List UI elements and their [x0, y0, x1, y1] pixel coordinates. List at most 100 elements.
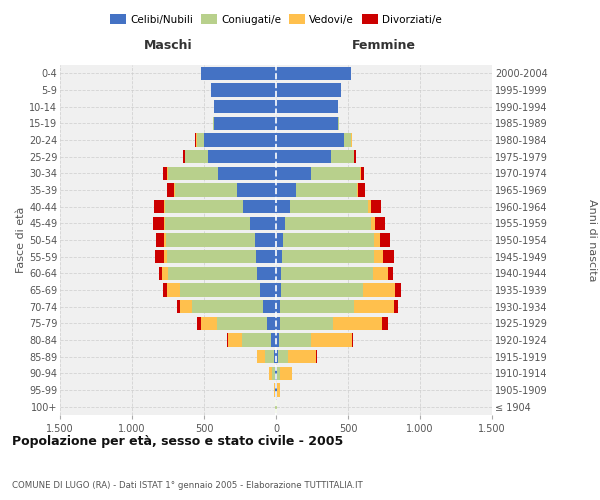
Bar — [274, 384, 275, 396]
Bar — [163, 284, 167, 296]
Bar — [175, 184, 237, 196]
Bar — [167, 184, 175, 196]
Bar — [331, 150, 354, 164]
Bar — [311, 334, 352, 346]
Bar — [269, 366, 272, 380]
Bar — [276, 234, 283, 246]
Bar — [164, 234, 166, 246]
Bar — [388, 266, 392, 280]
Bar — [163, 166, 167, 180]
Bar — [280, 366, 292, 380]
Bar — [276, 384, 277, 396]
Bar — [158, 266, 162, 280]
Bar — [167, 250, 256, 264]
Bar — [276, 284, 281, 296]
Text: Femmine: Femmine — [352, 38, 416, 52]
Bar — [276, 316, 280, 330]
Bar — [257, 350, 265, 364]
Bar — [197, 134, 204, 146]
Bar — [276, 184, 296, 196]
Bar — [276, 84, 341, 96]
Bar — [374, 234, 380, 246]
Bar — [164, 250, 167, 264]
Bar — [333, 316, 382, 330]
Bar — [277, 384, 280, 396]
Bar — [368, 200, 371, 213]
Bar — [214, 100, 276, 114]
Bar — [183, 150, 185, 164]
Bar — [268, 316, 276, 330]
Bar — [228, 334, 242, 346]
Bar — [179, 284, 260, 296]
Bar — [280, 316, 333, 330]
Bar — [280, 300, 354, 314]
Bar — [371, 216, 376, 230]
Bar — [257, 266, 276, 280]
Bar — [358, 184, 365, 196]
Bar — [380, 234, 390, 246]
Bar — [201, 316, 217, 330]
Bar — [356, 184, 358, 196]
Text: Maschi: Maschi — [143, 38, 193, 52]
Text: COMUNE DI LUGO (RA) - Dati ISTAT 1° gennaio 2005 - Elaborazione TUTTITALIA.IT: COMUNE DI LUGO (RA) - Dati ISTAT 1° genn… — [12, 481, 363, 490]
Bar — [290, 200, 368, 213]
Bar — [351, 134, 352, 146]
Bar — [154, 200, 164, 213]
Bar — [281, 266, 373, 280]
Bar — [376, 216, 385, 230]
Bar — [162, 266, 168, 280]
Bar — [276, 350, 278, 364]
Bar — [179, 300, 193, 314]
Bar — [274, 350, 276, 364]
Bar — [354, 150, 355, 164]
Bar — [265, 350, 274, 364]
Bar — [382, 316, 388, 330]
Bar — [260, 284, 276, 296]
Bar — [395, 284, 401, 296]
Bar — [250, 216, 276, 230]
Bar — [371, 200, 381, 213]
Bar — [193, 300, 263, 314]
Bar — [282, 250, 374, 264]
Bar — [165, 216, 250, 230]
Bar — [276, 266, 281, 280]
Bar — [278, 350, 287, 364]
Bar — [208, 150, 276, 164]
Bar — [311, 166, 359, 180]
Bar — [279, 334, 311, 346]
Bar — [284, 216, 371, 230]
Bar — [276, 134, 344, 146]
Bar — [156, 234, 164, 246]
Bar — [242, 334, 271, 346]
Bar — [276, 150, 331, 164]
Bar — [237, 184, 276, 196]
Bar — [276, 166, 311, 180]
Bar — [296, 184, 356, 196]
Bar — [166, 234, 255, 246]
Bar — [276, 116, 338, 130]
Text: Popolazione per età, sesso e stato civile - 2005: Popolazione per età, sesso e stato civil… — [12, 434, 343, 448]
Bar — [276, 66, 351, 80]
Bar — [227, 334, 228, 346]
Bar — [204, 134, 276, 146]
Bar — [363, 284, 395, 296]
Bar — [374, 250, 383, 264]
Bar — [168, 266, 257, 280]
Bar — [155, 250, 164, 264]
Bar — [272, 366, 275, 380]
Bar — [176, 300, 179, 314]
Bar — [275, 366, 276, 380]
Bar — [218, 166, 276, 180]
Bar — [281, 284, 363, 296]
Bar — [355, 150, 356, 164]
Bar — [211, 84, 276, 96]
Bar — [276, 200, 290, 213]
Bar — [167, 166, 168, 180]
Bar — [165, 200, 243, 213]
Bar — [271, 334, 276, 346]
Bar — [383, 250, 394, 264]
Bar — [256, 250, 276, 264]
Bar — [276, 300, 280, 314]
Bar — [394, 300, 398, 314]
Bar — [287, 350, 316, 364]
